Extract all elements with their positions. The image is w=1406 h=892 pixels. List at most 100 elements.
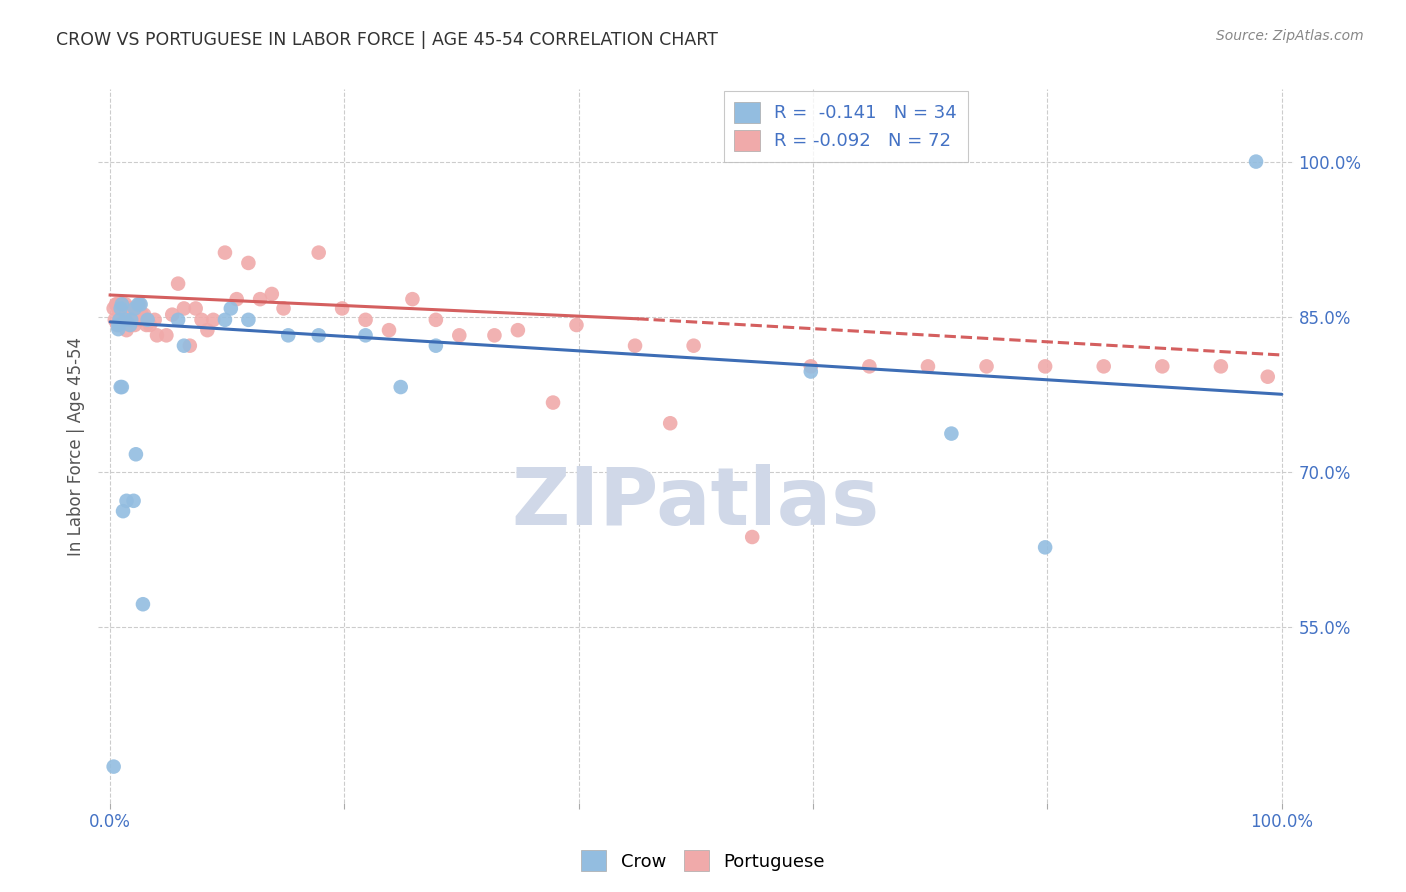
Point — [1033, 359, 1056, 374]
Point — [112, 308, 135, 322]
Point — [124, 301, 146, 316]
Legend: Crow, Portuguese: Crow, Portuguese — [574, 843, 832, 879]
Point — [389, 380, 412, 394]
Point — [425, 339, 447, 353]
Point — [1244, 154, 1267, 169]
Point — [122, 493, 145, 508]
Point — [108, 313, 131, 327]
Point — [120, 301, 142, 316]
Point — [378, 323, 401, 337]
Y-axis label: In Labor Force | Age 45-54: In Labor Force | Age 45-54 — [66, 336, 84, 556]
Point — [103, 759, 125, 773]
Point — [167, 277, 190, 291]
Point — [105, 297, 128, 311]
Point — [136, 313, 159, 327]
Point — [173, 301, 195, 316]
Point — [146, 328, 169, 343]
Point — [941, 426, 963, 441]
Point — [112, 504, 135, 518]
Point — [120, 318, 141, 332]
Point — [624, 339, 647, 353]
Point — [190, 313, 212, 327]
Point — [139, 318, 162, 332]
Point — [114, 313, 136, 327]
Point — [195, 323, 219, 337]
Point — [115, 493, 138, 508]
Point — [129, 313, 152, 327]
Point — [155, 328, 177, 343]
Point — [484, 328, 506, 343]
Point — [110, 297, 132, 311]
Point — [114, 297, 136, 311]
Point — [354, 313, 377, 327]
Point — [124, 318, 146, 332]
Point — [330, 301, 353, 316]
Point — [741, 530, 763, 544]
Point — [238, 256, 260, 270]
Point — [104, 313, 127, 327]
Point — [800, 365, 823, 379]
Point — [120, 308, 141, 322]
Point — [111, 297, 134, 311]
Point — [1033, 541, 1056, 555]
Point — [132, 597, 155, 611]
Point — [108, 313, 131, 327]
Point — [118, 301, 141, 316]
Point — [110, 301, 132, 316]
Point — [112, 301, 135, 316]
Point — [120, 318, 141, 332]
Point — [1092, 359, 1115, 374]
Point — [105, 318, 128, 332]
Point — [541, 395, 564, 409]
Text: CROW VS PORTUGUESE IN LABOR FORCE | AGE 45-54 CORRELATION CHART: CROW VS PORTUGUESE IN LABOR FORCE | AGE … — [56, 31, 718, 49]
Point — [107, 318, 129, 332]
Point — [135, 318, 157, 332]
Point — [120, 313, 142, 327]
Point — [111, 380, 134, 394]
Point — [179, 339, 201, 353]
Point — [129, 297, 152, 311]
Point — [110, 301, 132, 316]
Point — [401, 292, 423, 306]
Point — [127, 297, 149, 311]
Point — [249, 292, 271, 306]
Point — [225, 292, 247, 306]
Point — [127, 313, 149, 327]
Point — [277, 328, 299, 343]
Point — [917, 359, 939, 374]
Point — [107, 322, 129, 336]
Point — [219, 301, 242, 316]
Point — [105, 297, 128, 311]
Point — [308, 328, 330, 343]
Point — [162, 308, 183, 322]
Point — [682, 339, 704, 353]
Point — [800, 359, 823, 374]
Point — [214, 245, 236, 260]
Point — [565, 318, 588, 332]
Point — [117, 308, 139, 322]
Point — [173, 339, 195, 353]
Point — [202, 313, 225, 327]
Point — [143, 313, 166, 327]
Point — [184, 301, 207, 316]
Point — [308, 245, 330, 260]
Text: Source: ZipAtlas.com: Source: ZipAtlas.com — [1216, 29, 1364, 43]
Point — [659, 416, 682, 430]
Point — [132, 308, 156, 322]
Point — [111, 297, 134, 311]
Point — [1152, 359, 1174, 374]
Point — [273, 301, 295, 316]
Point — [449, 328, 471, 343]
Point — [110, 380, 132, 394]
Point — [425, 313, 447, 327]
Point — [103, 301, 125, 316]
Point — [128, 297, 150, 311]
Point — [125, 447, 148, 461]
Point — [1209, 359, 1232, 374]
Point — [167, 313, 190, 327]
Point — [121, 313, 143, 327]
Point — [121, 308, 143, 322]
Point — [238, 313, 260, 327]
Point — [125, 301, 148, 316]
Point — [858, 359, 880, 374]
